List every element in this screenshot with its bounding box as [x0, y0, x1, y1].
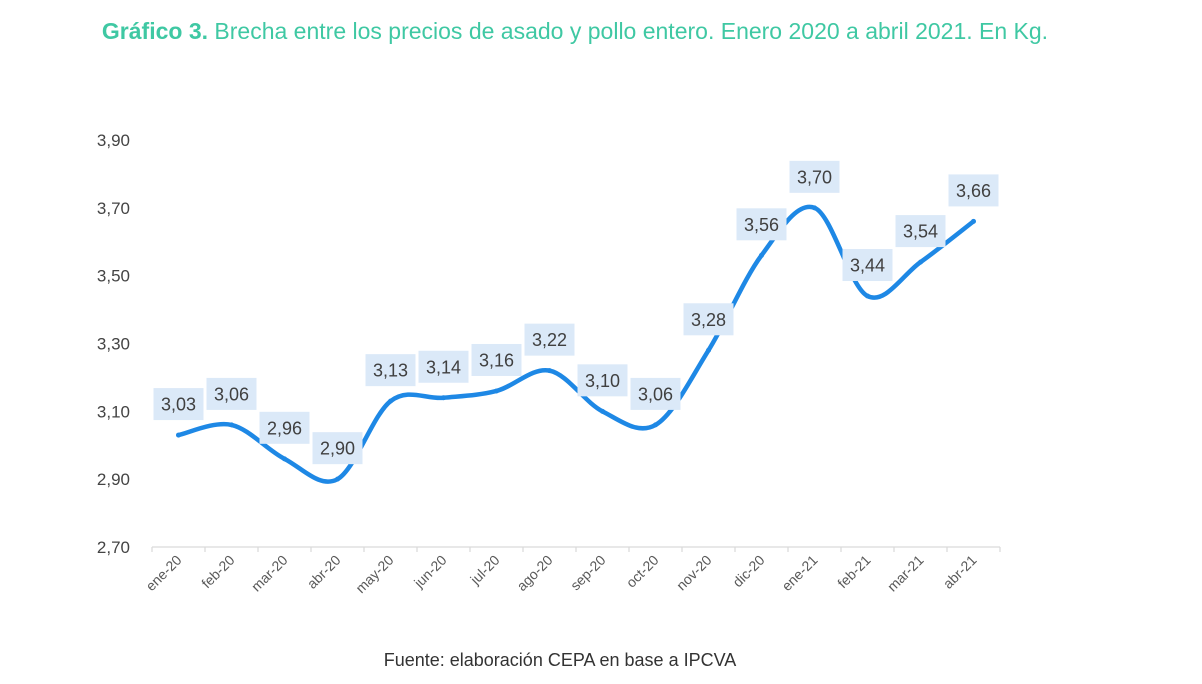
y-tick-label: 2,70 — [97, 538, 130, 557]
x-tick-label: oct-20 — [623, 552, 662, 591]
y-tick-label: 3,50 — [97, 267, 130, 286]
data-label: 3,16 — [479, 350, 514, 370]
data-label: 3,10 — [585, 371, 620, 391]
x-tick-label: mar-21 — [884, 552, 927, 595]
y-tick-label: 3,90 — [97, 131, 130, 150]
x-tick-label: ene-20 — [142, 552, 184, 594]
data-point — [918, 259, 923, 265]
data-label: 3,13 — [373, 361, 408, 381]
chart-title: Gráfico 3. Brecha entre los precios de a… — [20, 14, 1130, 48]
data-point — [494, 388, 499, 394]
x-tick-label: nov-20 — [673, 552, 715, 594]
data-label: 3,66 — [956, 181, 991, 201]
data-label-bg — [312, 432, 363, 465]
data-label-bg — [418, 350, 469, 383]
data-point — [176, 432, 181, 438]
y-tick-label: 3,70 — [97, 199, 130, 218]
data-point — [706, 347, 711, 353]
x-tick-label: sep-20 — [567, 552, 609, 594]
data-label: 2,90 — [320, 439, 355, 459]
x-tick-label: abr-21 — [940, 552, 980, 592]
data-label-bg — [895, 215, 946, 248]
data-label-bg — [948, 174, 999, 207]
data-label-bg — [842, 249, 893, 282]
data-label-bg — [206, 377, 257, 410]
y-tick-label: 3,30 — [97, 335, 130, 354]
data-label-bg — [259, 411, 310, 444]
data-point — [759, 252, 764, 258]
x-tick-label: ago-20 — [513, 552, 555, 594]
data-label-bg — [153, 388, 204, 421]
data-label: 3,03 — [161, 395, 196, 415]
data-point — [971, 218, 976, 224]
data-point — [441, 395, 446, 401]
data-label: 3,44 — [850, 256, 885, 276]
data-point — [812, 205, 817, 211]
data-label: 3,28 — [691, 310, 726, 330]
data-label: 2,96 — [267, 418, 302, 438]
x-tick-label: may-20 — [352, 552, 396, 596]
data-label-bg — [683, 303, 734, 336]
y-tick-label: 2,90 — [97, 470, 130, 489]
data-point — [600, 408, 605, 414]
x-tick-label: jun-20 — [410, 552, 450, 592]
data-point — [282, 456, 287, 462]
chart-title-bold: Gráfico 3. — [101, 18, 209, 44]
chart-title-text: Brecha entre los precios de asado y poll… — [208, 18, 1049, 44]
data-label-bg — [524, 323, 575, 356]
data-point — [229, 422, 234, 428]
x-tick-label: ene-21 — [778, 552, 820, 594]
x-tick-label: abr-20 — [304, 552, 344, 592]
data-label: 3,56 — [744, 215, 779, 235]
data-point — [388, 398, 393, 404]
x-tick-label: feb-21 — [834, 552, 874, 592]
data-label: 3,06 — [214, 384, 249, 404]
data-label-bg — [471, 343, 522, 376]
data-label: 3,54 — [903, 222, 938, 242]
x-tick-label: dic-20 — [729, 552, 767, 590]
data-label-bg — [789, 160, 840, 193]
data-point — [653, 422, 658, 428]
data-label-bg — [365, 354, 416, 387]
y-tick-label: 3,10 — [97, 402, 130, 421]
data-label: 3,22 — [532, 330, 567, 350]
data-label: 3,14 — [426, 357, 461, 377]
data-label: 3,06 — [638, 384, 673, 404]
data-label-bg — [736, 208, 787, 241]
data-point — [335, 476, 340, 482]
data-point — [547, 368, 552, 374]
data-label-bg — [577, 364, 628, 397]
data-label-bg — [630, 377, 681, 410]
x-tick-label: jul-20 — [466, 552, 502, 588]
source-note: Fuente: elaboración CEPA en base a IPCVA — [383, 650, 737, 670]
data-point — [865, 293, 870, 299]
x-tick-label: mar-20 — [248, 552, 291, 595]
data-label: 3,70 — [797, 167, 832, 187]
x-tick-label: feb-20 — [198, 552, 238, 592]
